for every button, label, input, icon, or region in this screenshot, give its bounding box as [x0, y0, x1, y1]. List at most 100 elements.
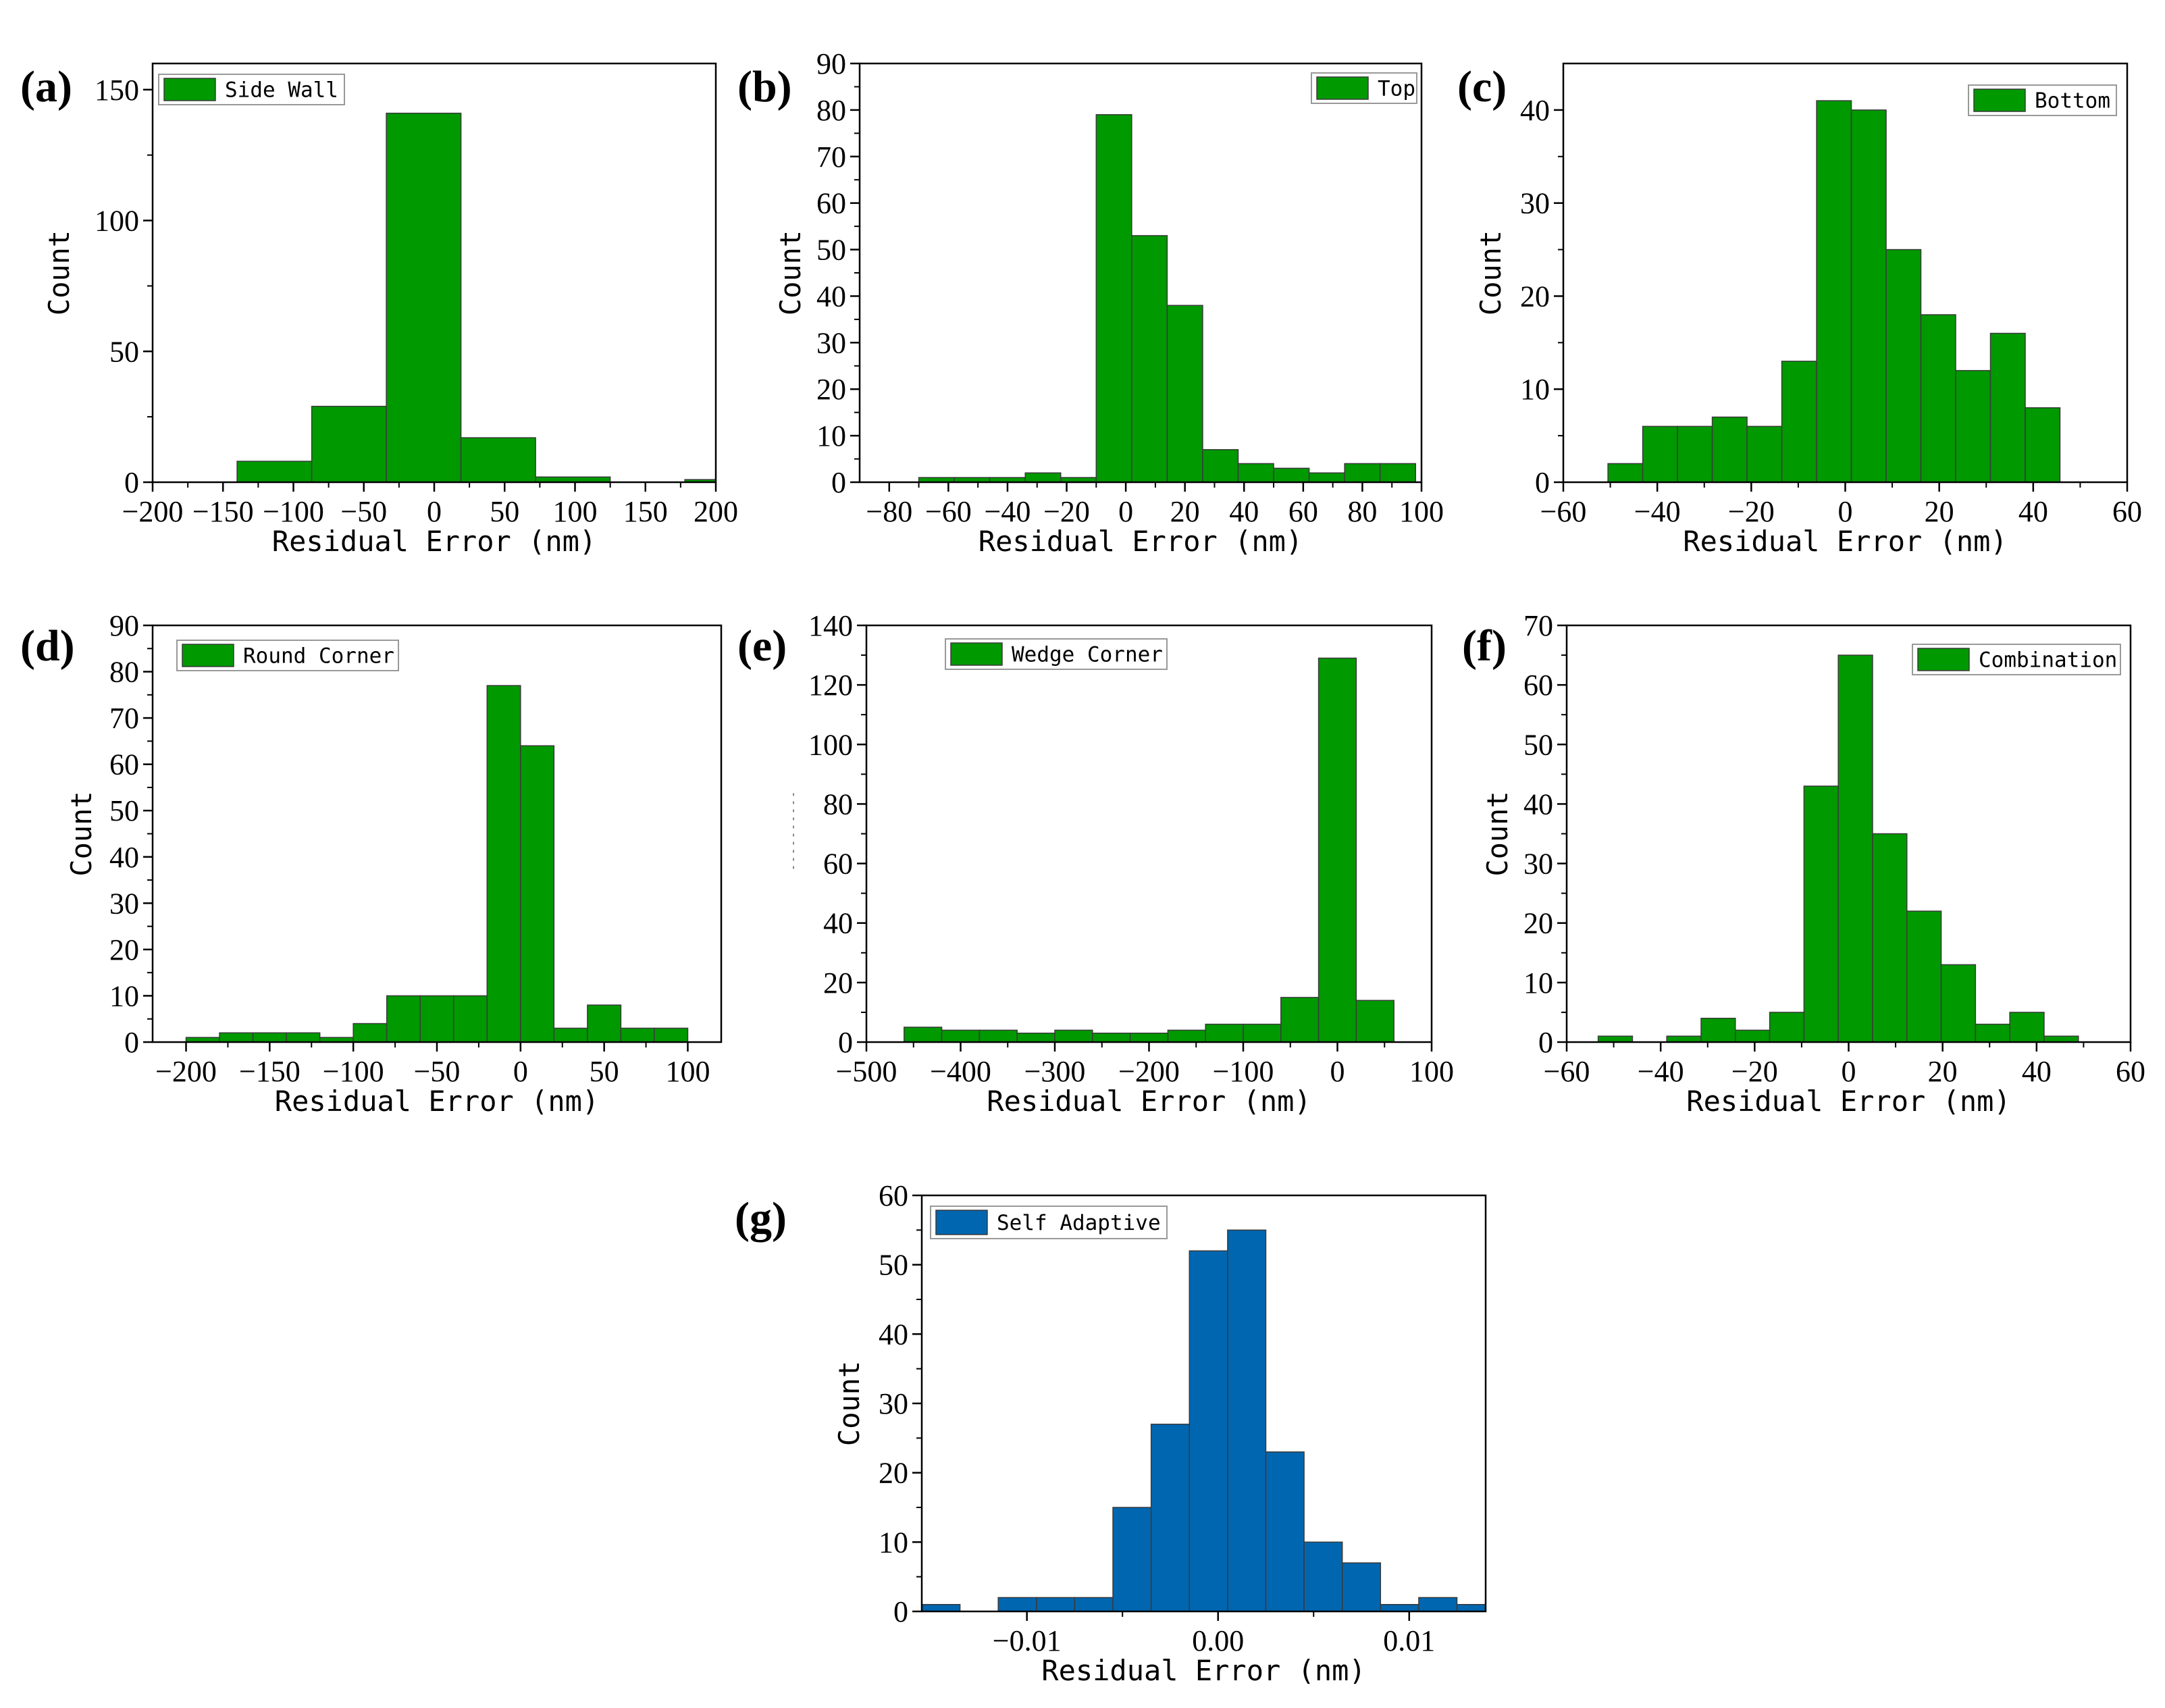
y-tick-label: 60 [823, 848, 853, 881]
y-axis-title: Count [43, 230, 76, 315]
y-tick-label: 150 [95, 74, 139, 107]
x-tick-label: −100 [263, 495, 324, 528]
x-tick-label: 0 [1330, 1055, 1345, 1088]
y-tick-label: 50 [816, 234, 846, 267]
x-tick-label: 20 [1925, 495, 1954, 528]
bar [486, 685, 521, 1043]
y-tick-label: 40 [823, 907, 853, 940]
bar [1074, 1597, 1114, 1612]
bar [1024, 472, 1062, 483]
y-tick-label: 100 [808, 728, 853, 761]
x-tick-label: −60 [1544, 1055, 1590, 1088]
y-tick-label: 10 [816, 419, 846, 452]
x-tick-label: 0 [513, 1055, 528, 1088]
bar [1237, 463, 1274, 483]
y-tick-label: 140 [808, 609, 853, 642]
bar [1837, 654, 1873, 1043]
legend-swatch [163, 78, 216, 101]
bar [252, 1032, 287, 1043]
bar [1666, 1035, 1702, 1043]
x-tick-label: −200 [122, 495, 184, 528]
x-axis: −200 −150 −100 −50 0 50 100 150 200 [122, 482, 738, 528]
bar [1265, 1451, 1305, 1612]
legend: Top [1311, 72, 1417, 104]
bar [1167, 1029, 1206, 1043]
y-tick-label: 80 [823, 787, 853, 821]
x-tick-label: −150 [192, 495, 254, 528]
bar [1781, 361, 1817, 483]
panel-label: (f) [1462, 621, 1507, 671]
bar [1092, 1033, 1131, 1043]
bar [1975, 1023, 2010, 1043]
bar [286, 1032, 321, 1043]
bar [386, 112, 462, 483]
bar [1243, 1023, 1282, 1043]
x-tick-label: 0 [1838, 495, 1853, 528]
y-tick-label: 40 [816, 280, 846, 313]
bars [904, 657, 1394, 1043]
y-tick-label: 50 [109, 335, 139, 368]
bar [1150, 1424, 1191, 1612]
chart-panel-e: (e) −500 −400 −300 −200 −100 0 100 0 20 40 60 80 100 1… [737, 609, 1454, 1118]
legend-label: Wedge Corner [1012, 643, 1163, 667]
x-tick-label: 0.00 [1192, 1624, 1244, 1657]
x-tick-label: −100 [323, 1055, 384, 1088]
bar [1850, 109, 1887, 483]
x-axis-title: Residual Error (nm) [979, 525, 1303, 558]
y-axis-title: Count [833, 1361, 866, 1446]
bar [1872, 833, 1908, 1043]
bars [1607, 100, 2061, 483]
bar [311, 405, 387, 483]
legend: Round Corner [176, 640, 399, 671]
bar [460, 437, 536, 483]
x-tick-label: 60 [2116, 1055, 2145, 1088]
bar [1202, 449, 1239, 483]
legend: Side Wall [158, 74, 345, 105]
legend-swatch [950, 642, 1003, 666]
y-axis: 0 20 40 60 80 100 120 140 [808, 609, 866, 1059]
x-axis-title: Residual Error (nm) [275, 1085, 599, 1118]
y-tick-label: 60 [879, 1179, 908, 1212]
x-tick-label: −80 [866, 495, 912, 528]
y-tick-label: 10 [109, 979, 139, 1012]
y-tick-label: 10 [1520, 373, 1550, 406]
bar [1607, 463, 1644, 483]
y-tick-label: 20 [816, 373, 846, 406]
x-axis-title: Residual Error (nm) [1041, 1654, 1365, 1687]
bar [353, 1023, 388, 1043]
x-axis-title: Residual Error (nm) [1686, 1085, 2010, 1118]
x-tick-label: 40 [2022, 1055, 2052, 1088]
bar [2043, 1035, 2079, 1043]
legend: Self Adaptive [930, 1206, 1168, 1239]
bar [1054, 1029, 1093, 1043]
bar [2025, 407, 2061, 483]
y-tick-label: 90 [109, 609, 139, 642]
bar [1273, 467, 1310, 483]
bar [1769, 1012, 1805, 1043]
y-axis: 0 50 100 150 [95, 74, 153, 499]
y-tick-label: 30 [1520, 187, 1550, 220]
panel-label: (b) [737, 62, 792, 111]
chart-panel-g: (g) −0.01 0.00 0.01 0 10 20 30 40 50 60 Residual Er… [735, 1179, 1487, 1687]
x-tick-label: 50 [590, 1055, 619, 1088]
x-axis: −60 −40 −20 0 20 40 60 [1540, 482, 2142, 528]
x-tick-label: −200 [155, 1055, 217, 1088]
bar [1308, 472, 1345, 483]
bar [1318, 657, 1357, 1043]
bar [587, 1004, 622, 1043]
x-tick-label: −40 [1634, 495, 1681, 528]
bar [1189, 1250, 1228, 1612]
bar [1989, 332, 2026, 483]
bars [185, 685, 689, 1043]
x-tick-label: −20 [1731, 1055, 1778, 1088]
x-tick-label: 60 [1288, 495, 1318, 528]
y-tick-label: 10 [1523, 966, 1553, 1000]
bar [997, 1597, 1037, 1612]
bar [1418, 1597, 1458, 1612]
x-tick-label: 0.01 [1383, 1624, 1435, 1657]
y-tick-label: 100 [95, 205, 139, 238]
x-axis-title: Residual Error (nm) [1683, 525, 2007, 558]
legend: Wedge Corner [945, 638, 1168, 670]
y-axis: 0 10 20 30 40 50 60 70 [1523, 609, 1567, 1059]
y-tick-label: 10 [879, 1526, 908, 1559]
